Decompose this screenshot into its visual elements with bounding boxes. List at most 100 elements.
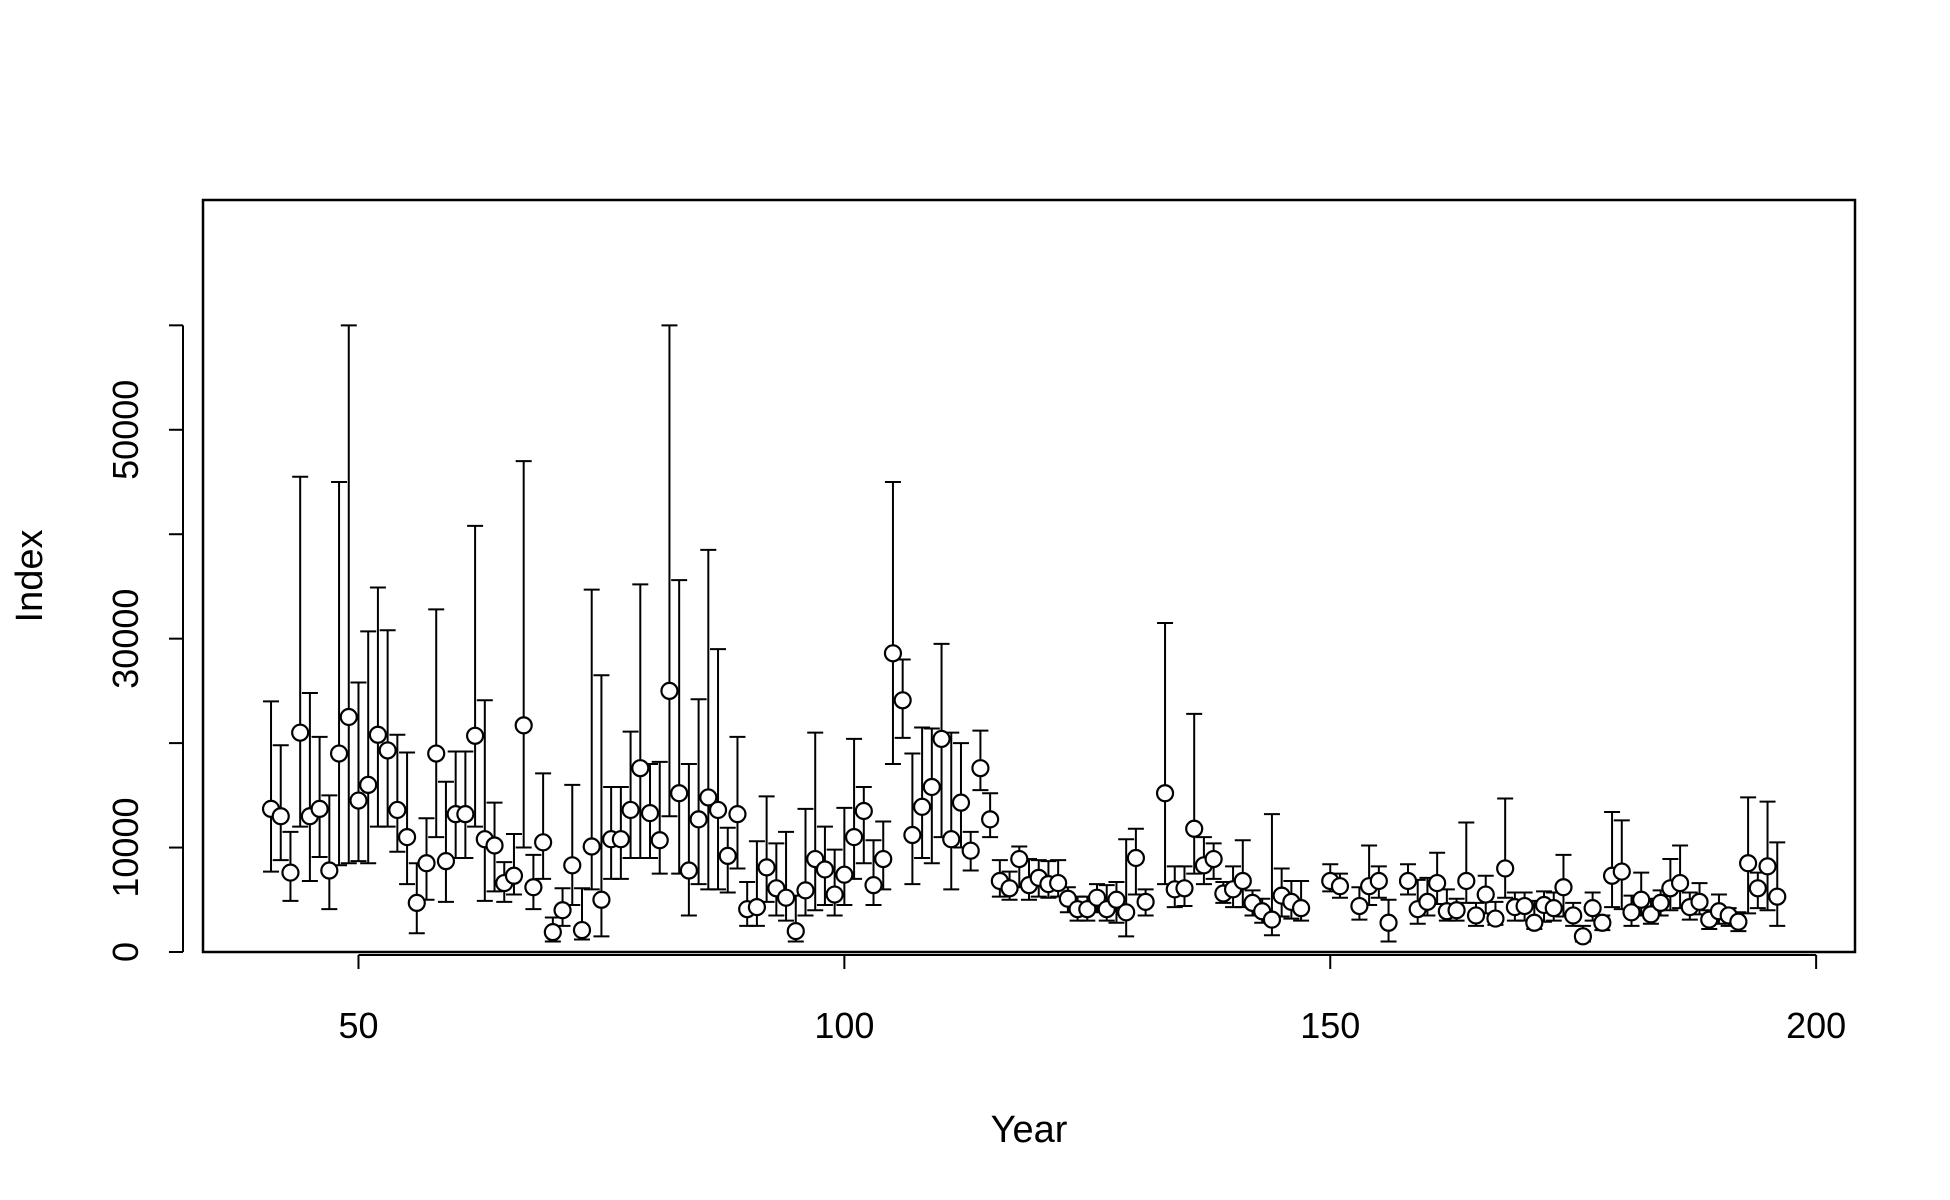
data-point <box>776 888 796 907</box>
data-point <box>679 861 698 880</box>
data-point <box>1544 899 1563 918</box>
error-bar <box>1769 841 1786 927</box>
data-point <box>1651 893 1670 913</box>
y-tick-label: 10000 <box>105 798 146 898</box>
x-tick-label: 200 <box>1786 1005 1846 1046</box>
data-point <box>864 876 883 895</box>
y-tick-label: 50000 <box>105 380 146 480</box>
data-point <box>1049 873 1068 893</box>
data-point <box>757 858 776 877</box>
data-point <box>514 716 533 735</box>
error-bar <box>651 760 668 875</box>
error-bar <box>292 475 309 828</box>
data-point <box>339 707 358 727</box>
data-point <box>1418 892 1437 911</box>
data-point <box>592 890 611 909</box>
data-point <box>397 828 417 847</box>
data-point <box>271 807 290 826</box>
error-bar <box>311 735 328 858</box>
data-point <box>524 878 543 897</box>
plot-frame <box>201 198 1857 954</box>
x-tick-label: 150 <box>1300 1005 1360 1046</box>
data-point <box>504 866 524 885</box>
error-bar <box>778 830 795 922</box>
data-point <box>621 800 640 820</box>
data-point <box>291 723 310 742</box>
data-point <box>922 777 941 797</box>
error-bar <box>360 630 377 865</box>
x-tick-label: 100 <box>814 1005 874 1046</box>
data-point <box>631 759 650 778</box>
data-point <box>1000 879 1019 898</box>
data-point <box>1593 913 1612 932</box>
data-point <box>407 893 426 913</box>
data-point <box>1564 906 1583 925</box>
x-axis: 50 100 150 200 <box>338 954 1846 1046</box>
data-point <box>893 691 912 710</box>
error-bar <box>884 481 901 765</box>
data-point <box>640 803 660 823</box>
data-point <box>932 729 951 749</box>
data-point <box>1204 849 1223 869</box>
data-point <box>1670 873 1690 893</box>
data-point <box>1291 899 1311 918</box>
error-bar <box>331 481 348 867</box>
data-point <box>582 837 601 856</box>
data-point <box>650 831 669 850</box>
data-point <box>1554 878 1573 897</box>
error-bar <box>1157 622 1174 886</box>
data-point <box>699 788 718 807</box>
data-point <box>903 825 922 845</box>
data-point <box>378 741 397 760</box>
data-point <box>1087 888 1107 907</box>
data-point <box>951 793 971 812</box>
data-point <box>1447 901 1466 920</box>
error-bar <box>826 848 843 917</box>
error-bar <box>904 752 921 886</box>
data-point <box>1398 871 1418 891</box>
data-point <box>844 828 864 847</box>
data-point <box>388 800 407 820</box>
data-point <box>553 901 572 920</box>
data-point <box>796 881 815 900</box>
error-bar <box>457 750 474 859</box>
error-bar <box>1759 800 1776 912</box>
data-point <box>1768 887 1787 906</box>
error-bar <box>865 839 882 906</box>
error-bar <box>855 785 872 865</box>
error-bar <box>807 731 824 912</box>
data-point <box>1690 892 1709 911</box>
data-point <box>981 810 1000 829</box>
data-point <box>359 775 378 794</box>
error-bar <box>564 783 581 906</box>
data-point <box>883 644 903 663</box>
data-point <box>427 744 446 763</box>
data-point <box>534 833 553 852</box>
data-point <box>1350 896 1369 916</box>
error-bar <box>272 744 289 862</box>
data-point <box>436 852 456 871</box>
data-point <box>543 923 562 942</box>
error-bar <box>661 324 678 818</box>
data-point <box>310 799 329 819</box>
error-bars <box>263 324 1786 943</box>
data-point <box>563 856 582 875</box>
data-point <box>1185 819 1204 838</box>
data-point <box>689 810 708 829</box>
data-point <box>1632 890 1651 909</box>
data-point <box>349 791 368 810</box>
data-point <box>1583 899 1602 918</box>
data-point <box>728 805 747 824</box>
data-point <box>747 897 767 917</box>
data-point <box>1078 900 1097 919</box>
error-bar <box>467 524 484 828</box>
data-point <box>854 801 873 821</box>
error-bar <box>836 806 853 906</box>
error-bar <box>399 751 416 886</box>
x-tick-label: 50 <box>338 1005 378 1046</box>
data-point <box>1155 784 1175 803</box>
data-point <box>1117 903 1136 922</box>
data-point <box>1641 905 1661 924</box>
error-bar <box>321 794 338 911</box>
